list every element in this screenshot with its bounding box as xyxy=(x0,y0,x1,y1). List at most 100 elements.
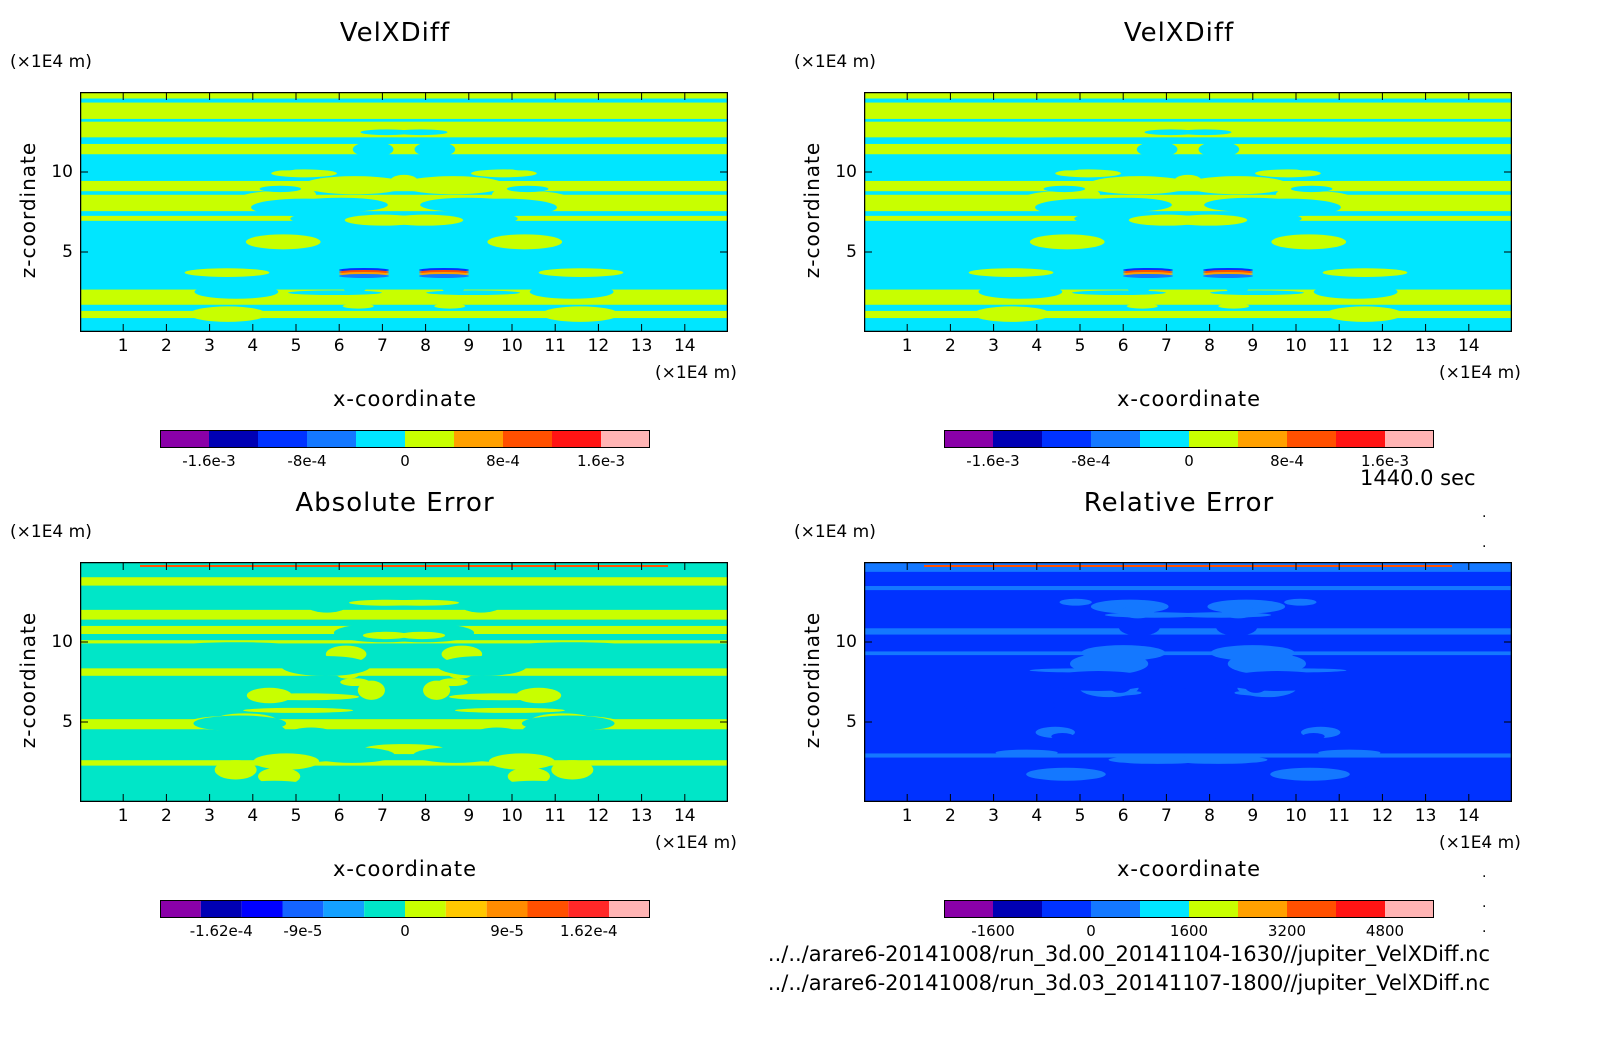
colorbar-swatch xyxy=(1189,900,1238,918)
contour-blob xyxy=(965,610,1061,623)
x-tick-label: 5 xyxy=(290,336,302,356)
contour-blob xyxy=(1035,198,1143,217)
contour-blob xyxy=(387,214,464,226)
contour-blob xyxy=(1252,247,1331,270)
y-tick-label: 10 xyxy=(51,162,73,182)
colorbar-swatch xyxy=(1385,430,1434,448)
contour-blob xyxy=(1081,645,1166,661)
contour-band xyxy=(80,92,728,99)
contour-blob xyxy=(1059,162,1084,171)
colorbar-swatch xyxy=(1091,900,1140,918)
contour-blob xyxy=(541,306,619,322)
contour-band xyxy=(864,102,1512,119)
y-unit-label: (×1E4 m) xyxy=(10,522,92,542)
contour-blob xyxy=(516,687,562,704)
contour-blob xyxy=(1330,677,1360,700)
colorbar-tick-label: -1.6e-3 xyxy=(966,452,1020,470)
x-tick-label: 11 xyxy=(1328,336,1351,356)
colorbar-swatch xyxy=(1336,900,1385,918)
x-tick-label: 1 xyxy=(901,806,913,826)
x-tick-label: 2 xyxy=(160,336,172,356)
contour-blob xyxy=(1302,732,1325,740)
colorbar-swatch xyxy=(454,430,503,448)
contour-blob xyxy=(197,132,292,138)
colorbar-tick-label: -9e-5 xyxy=(283,922,323,940)
colorbar-swatch xyxy=(1140,430,1189,448)
peak-band xyxy=(419,274,469,278)
contour-blob xyxy=(1126,303,1158,309)
contour-blob xyxy=(1059,598,1092,606)
colorbar-tick-label: 1.6e-3 xyxy=(1360,452,1410,470)
x-axis: 1 2 3 4 5 6 7 8 9 10 11 12 13 14 xyxy=(864,802,1512,828)
x-tick-label: 14 xyxy=(673,806,696,826)
colorbar-tick-label: -1.62e-4 xyxy=(189,922,253,940)
contour-blob xyxy=(1087,176,1191,195)
x-unit-label: (×1E4 m) xyxy=(655,833,737,853)
y-tick-label: 10 xyxy=(835,632,857,652)
colorbar-frame xyxy=(160,900,650,918)
contour-blob xyxy=(1234,689,1291,696)
x-tick-label: 2 xyxy=(160,806,172,826)
peak-band xyxy=(1203,274,1253,278)
dot-marker: . xyxy=(1482,895,1487,911)
colorbar-swatch xyxy=(1238,900,1287,918)
contour-blob xyxy=(395,129,448,136)
x-tick-label: 11 xyxy=(544,806,567,826)
contour-blob xyxy=(1210,645,1295,661)
colorbar-swatch xyxy=(356,430,405,448)
colorbar-tick-label: 8e-4 xyxy=(486,452,520,470)
colorbar-swatch xyxy=(282,900,324,918)
x-tick-label: 13 xyxy=(630,336,653,356)
contour-blob xyxy=(998,158,1051,174)
x-tick-label: 14 xyxy=(1457,806,1480,826)
contour-blob xyxy=(1044,671,1152,691)
contour-band xyxy=(80,289,728,305)
x-tick-label: 5 xyxy=(290,806,302,826)
y-tick-label: 5 xyxy=(62,242,73,262)
colorbar-swatch xyxy=(993,900,1042,918)
contour-blob xyxy=(246,687,292,704)
colorbar-swatch xyxy=(258,430,307,448)
contour-blob xyxy=(508,162,533,171)
colorbar-frame xyxy=(944,900,1434,918)
x-tick-label: 1 xyxy=(117,336,129,356)
colorbar-swatch xyxy=(241,900,283,918)
y-axis-label: z-coordinate xyxy=(800,141,824,279)
colorbar-swatch xyxy=(160,430,209,448)
colorbar xyxy=(944,900,1434,918)
contour-blob xyxy=(309,747,395,763)
contour-blob xyxy=(487,234,563,250)
x-unit-label: (×1E4 m) xyxy=(1439,363,1521,383)
top-band xyxy=(140,565,668,567)
colorbar-swatch xyxy=(527,900,569,918)
contour-blob xyxy=(1300,132,1395,138)
contour-blob xyxy=(494,248,568,253)
contour-blob xyxy=(529,284,614,299)
colorbar-tick-label: 0 xyxy=(400,922,410,940)
contour-blob xyxy=(1278,248,1352,253)
contour-blob xyxy=(964,695,1056,716)
contour-band xyxy=(80,760,728,766)
x-tick-label: 6 xyxy=(333,336,345,356)
plot-frame xyxy=(864,562,1512,802)
x-tick-label: 3 xyxy=(204,806,216,826)
contour-blob xyxy=(506,185,549,193)
x-tick-label: 7 xyxy=(376,806,388,826)
peak-band xyxy=(1123,274,1173,278)
contour-band xyxy=(80,194,728,212)
top-band xyxy=(924,565,1452,567)
contour-blob xyxy=(343,280,367,295)
contour-blob xyxy=(454,707,565,713)
contour-blob xyxy=(251,198,359,217)
contour-band xyxy=(864,586,1512,591)
colorbar-swatch xyxy=(993,430,1042,448)
x-tick-label: 7 xyxy=(1160,336,1172,356)
contour-blob xyxy=(551,760,594,780)
contour-blob xyxy=(1055,169,1121,178)
x-tick-label: 12 xyxy=(1371,806,1394,826)
dot-marker: . xyxy=(1482,865,1487,881)
contour-blob xyxy=(271,169,337,178)
x-tick-label: 7 xyxy=(1160,806,1172,826)
colorbar xyxy=(944,430,1434,448)
